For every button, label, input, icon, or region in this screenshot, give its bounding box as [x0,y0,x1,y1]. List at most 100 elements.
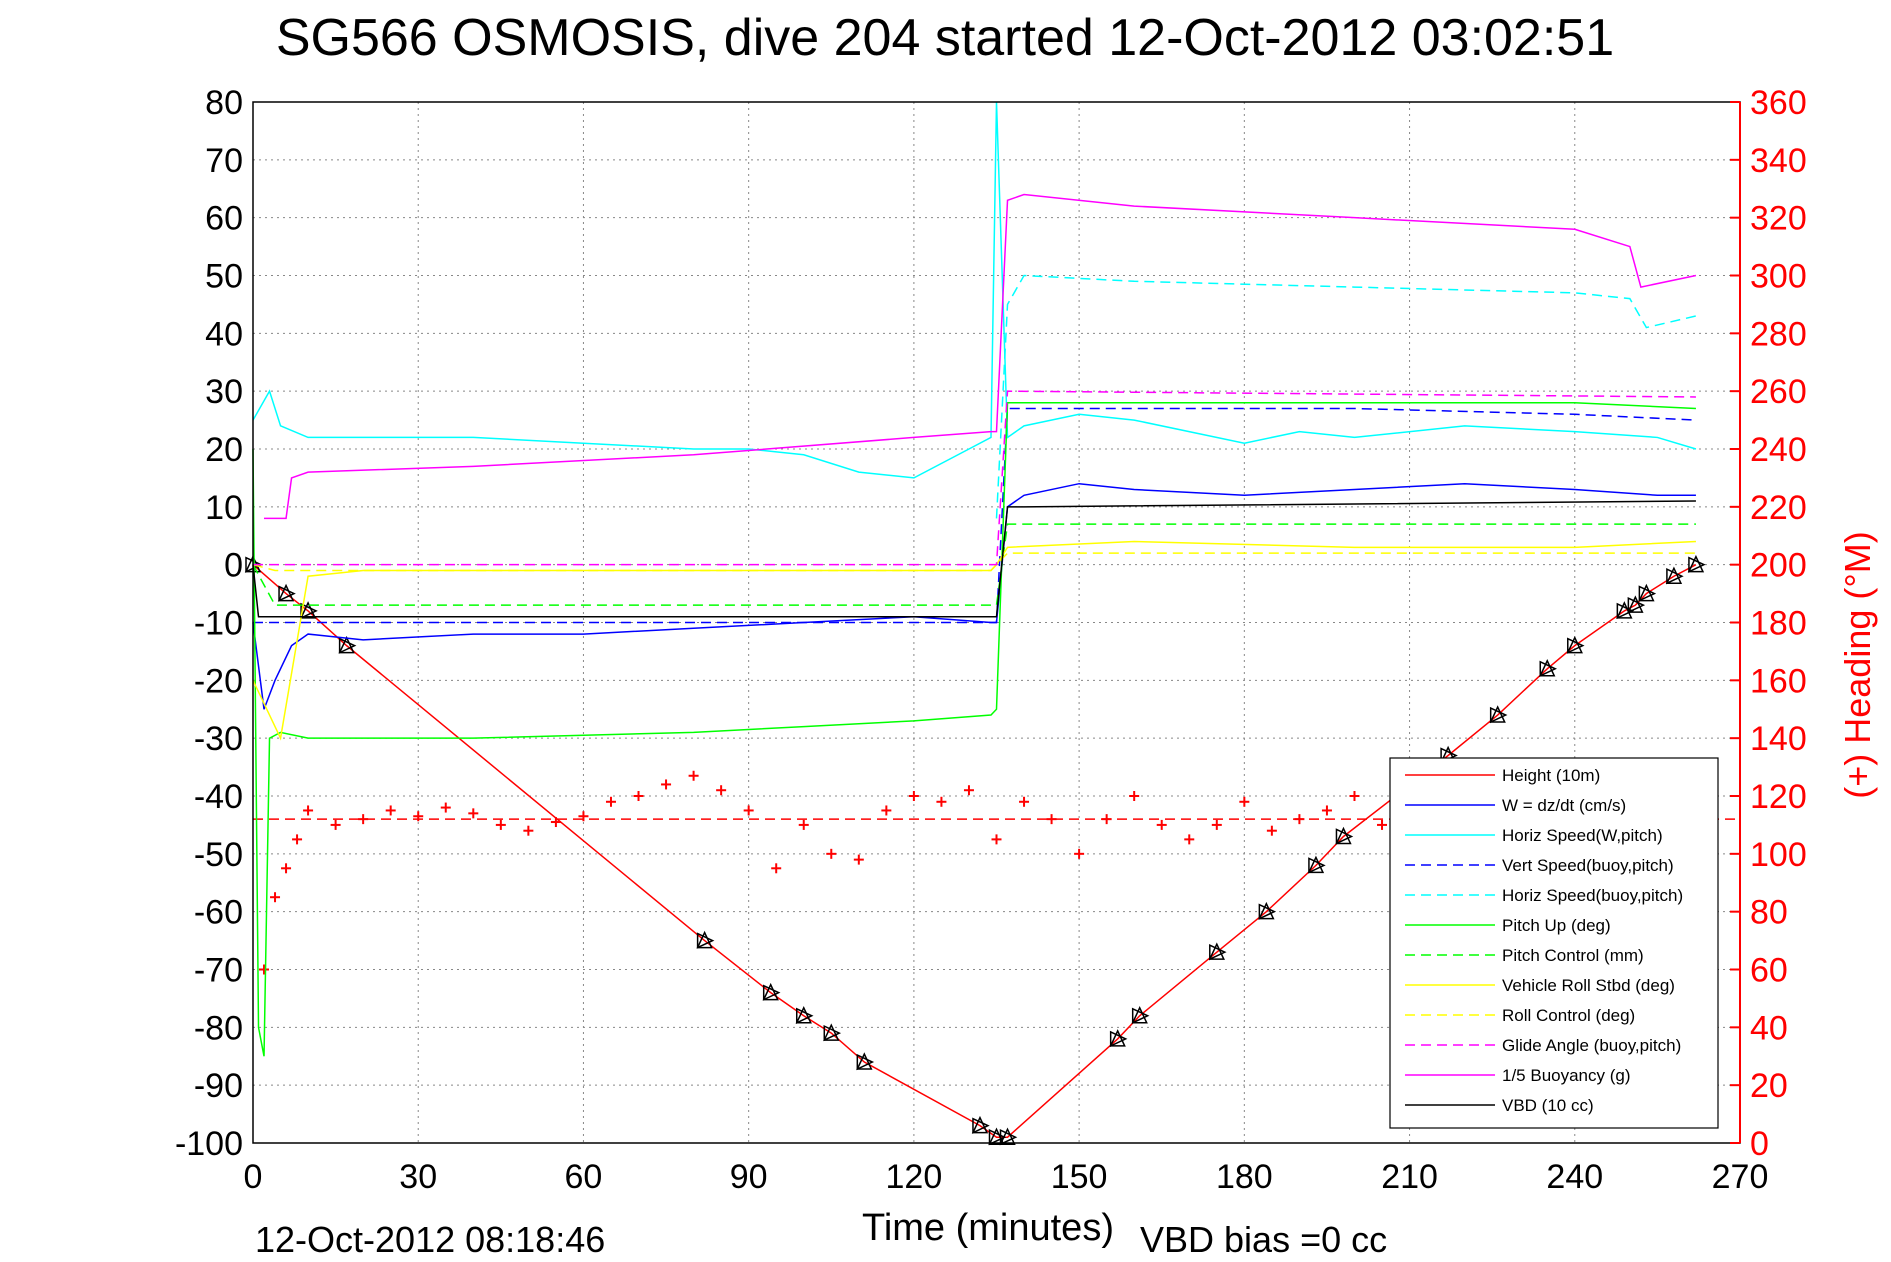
height-marker [762,982,779,1001]
right-tick-label: 40 [1750,1009,1788,1047]
height-marker [696,932,715,949]
heading-point [358,814,369,825]
right-tick-label: 100 [1750,836,1807,874]
height-marker [1666,568,1684,585]
y-tick-label: 20 [205,431,243,469]
height-marker [1665,566,1683,584]
heading-point [853,854,864,865]
heading-point [495,819,506,830]
x-tick-label: 150 [1051,1158,1108,1196]
series-line-3 [253,407,1696,624]
height-marker [1567,637,1585,654]
heading-point [771,863,782,874]
series-line-0 [252,564,1697,1138]
height-marker [1627,595,1644,613]
x-tick-label: 210 [1381,1158,1438,1196]
y-tick-label: 70 [205,142,243,180]
heading-point [743,805,754,816]
heading-point [330,819,341,830]
y-tick-label: 80 [205,84,243,122]
y-tick-label: -20 [194,662,243,700]
height-marker [1109,1029,1126,1047]
heading-point [1046,814,1057,825]
y-tick-label: 30 [205,373,243,411]
height-marker [1627,596,1646,614]
heading-point [1266,825,1277,836]
height-marker [277,583,295,602]
y-tick-label: -90 [194,1067,243,1105]
height-marker [1539,660,1558,677]
series-line-5 [252,401,1696,1057]
height-marker [338,635,355,654]
height-marker [1539,658,1556,677]
y-tick-label: -50 [194,836,243,874]
x-tick-label: 60 [565,1158,603,1196]
y-tick-label: -80 [194,1009,243,1047]
heading-point [413,811,424,822]
height-marker [856,1053,875,1071]
x-tick-label: 90 [730,1158,768,1196]
legend-label: Height (10m) [1502,766,1600,785]
right-tick-label: 180 [1750,605,1807,643]
height-marker [338,637,357,654]
right-tick-label: 340 [1750,142,1807,180]
height-marker [1109,1030,1128,1048]
height-marker [1566,635,1583,654]
legend-label: Pitch Control (mm) [1502,946,1644,965]
heading-point [523,825,534,836]
legend-label: Pitch Up (deg) [1502,916,1611,935]
height-marker [999,1127,1016,1145]
height-marker [1307,855,1325,874]
heading-point [1321,805,1332,816]
height-marker [1489,706,1508,724]
heading-point [259,964,270,975]
right-tick-label: 280 [1750,315,1807,353]
x-tick-label: 30 [399,1158,437,1196]
height-marker [971,1115,989,1134]
heading-point [440,802,451,813]
height-marker [795,1005,812,1024]
height-marker [299,601,317,619]
heading-point [1349,791,1360,801]
height-marker [856,1052,873,1070]
series-line-11 [252,500,1696,618]
height-marker [1616,602,1635,620]
y-tick-label: -70 [194,952,243,990]
heading-point [1239,796,1250,807]
heading-point [1101,814,1112,825]
heading-point [716,785,727,796]
series-line-8 [252,552,1696,572]
x-tick-label: 120 [886,1158,943,1196]
x-tick-label: 270 [1712,1158,1769,1196]
heading-point [385,805,396,816]
height-marker [1258,903,1277,920]
series-line-6 [252,523,1696,606]
heading-point [688,770,699,781]
height-marker [300,602,318,620]
height-marker [278,585,296,602]
right-tick-label: 360 [1750,84,1807,122]
heading-point [826,848,837,859]
legend-label: Glide Angle (buoy,pitch) [1502,1036,1681,1055]
right-tick-label: 220 [1750,489,1807,527]
y-tick-label: 40 [205,315,243,353]
height-marker [1688,556,1706,573]
legend-label: Vert Speed(buoy,pitch) [1502,856,1674,875]
vbd-bias-text: VBD bias =0 cc [1140,1219,1387,1260]
height-marker [1308,857,1326,874]
right-tick-label: 80 [1750,894,1788,932]
right-axis-label: (+) Heading (°M) [1837,531,1878,798]
height-marker [999,1129,1018,1146]
heading-point [963,785,974,796]
y-tick-label: -30 [194,720,243,758]
heading-point [1129,791,1140,801]
series-line-2 [252,101,1697,479]
heading-point [270,892,281,903]
right-tick-label: 140 [1750,720,1807,758]
legend: Height (10m) W = dz/dt (cm/s) Horiz Speed(… [1389,757,1719,1129]
heading-point [292,834,303,845]
height-marker [1335,828,1354,845]
right-tick-label: 160 [1750,662,1807,700]
x-tick-label: 0 [244,1158,263,1196]
